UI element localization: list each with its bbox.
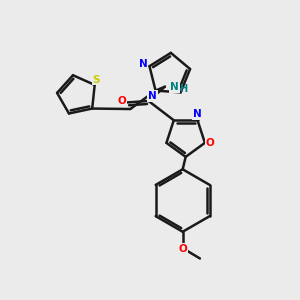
Text: N: N: [139, 59, 147, 69]
Text: O: O: [206, 138, 214, 148]
Text: O: O: [178, 244, 187, 254]
Text: S: S: [92, 75, 100, 85]
Text: O: O: [117, 96, 126, 106]
Text: N: N: [148, 91, 157, 101]
Text: N: N: [193, 109, 202, 119]
Text: N: N: [170, 82, 179, 92]
Text: H: H: [179, 84, 188, 94]
